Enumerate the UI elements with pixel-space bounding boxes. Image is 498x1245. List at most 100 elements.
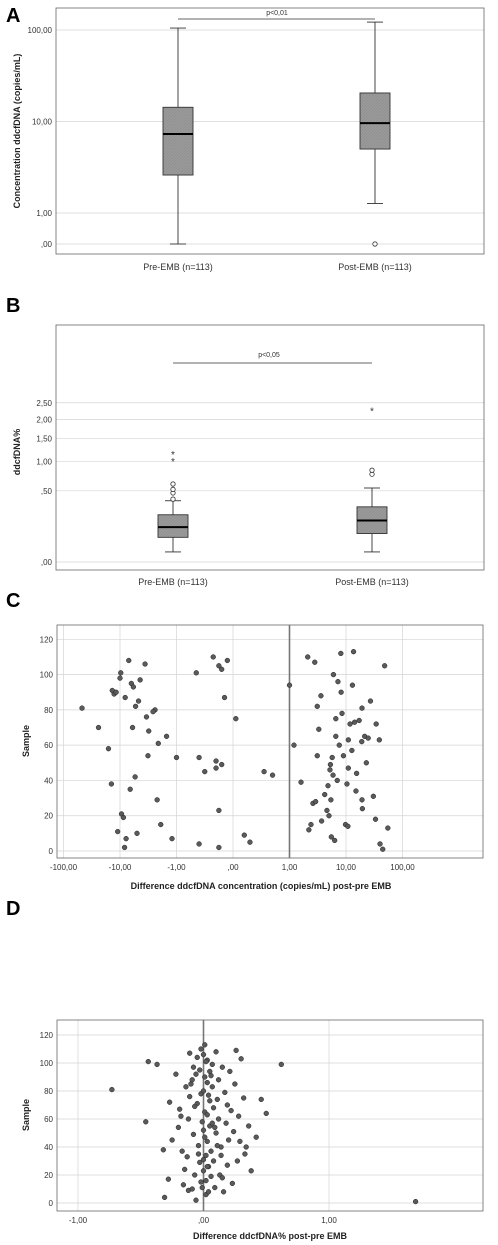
chart-d-point-2 <box>143 1119 149 1125</box>
chart-c-point-65 <box>314 703 320 710</box>
chart-d-point-14 <box>182 1166 188 1173</box>
chart-d-point-10 <box>175 1124 182 1131</box>
chart-c-point-105 <box>359 738 365 745</box>
chart-c-point-8 <box>123 836 129 842</box>
chart-c-point-10 <box>132 774 138 780</box>
chart-c-point-19 <box>118 670 124 676</box>
chart-d-point-100 <box>205 1092 212 1098</box>
chart-b-extreme-0-1: * <box>171 450 175 461</box>
chart-c-point-63 <box>306 827 312 833</box>
chart-d-point-109 <box>193 1071 199 1077</box>
chart-d-ytick-label-5: 100 <box>40 1059 54 1068</box>
chart-d-point-87 <box>253 1134 259 1140</box>
chart-d-point-9 <box>173 1071 179 1077</box>
chart-d-point-71 <box>223 1120 229 1126</box>
chart-c-point-89 <box>340 753 347 759</box>
chart-c-point-39 <box>193 670 199 676</box>
chart-d-ytick-label-4: 80 <box>44 1087 53 1096</box>
chart-b-ytick-label-4: ,50 <box>41 487 53 496</box>
chart-c-point-7 <box>121 844 128 851</box>
chart-b-significance: p<0,05 <box>258 352 280 359</box>
chart-c-point-119 <box>385 825 391 831</box>
chart-d-point-82 <box>241 1095 247 1101</box>
chart-c-ytick-label-1: 20 <box>44 812 53 821</box>
chart-c-point-50 <box>213 765 219 771</box>
chart-d-point-57 <box>209 1084 215 1090</box>
chart-c-ytick-label-5: 100 <box>40 671 54 680</box>
chart-d-point-65 <box>215 1116 222 1122</box>
chart-d-point-79 <box>234 1158 241 1164</box>
chart-c-point-17 <box>216 844 222 851</box>
chart-d-xtick-label-1: ,00 <box>198 1216 210 1225</box>
chart-b-category-label-1: Post-EMB (n=113) <box>335 577 409 587</box>
chart-c-point-30 <box>150 708 156 715</box>
chart-c-point-41 <box>216 663 222 669</box>
chart-c-point-99 <box>349 682 356 688</box>
chart-c-point-68 <box>312 798 319 805</box>
chart-c-point-62 <box>308 821 314 828</box>
chart-b-plot-frame <box>55 324 485 571</box>
chart-c-point-28 <box>143 714 150 720</box>
chart-c-point-114 <box>372 816 379 822</box>
chart-d-point-106 <box>233 1047 239 1054</box>
chart-c-xtick-label-6: 100,00 <box>390 863 415 872</box>
chart-c-point-54 <box>261 768 267 775</box>
chart-c-ytick-label-6: 120 <box>40 635 54 644</box>
chart-d-point-64 <box>215 1077 222 1083</box>
chart-c-xtick-label-4: 1,00 <box>282 863 298 872</box>
chart-d-point-78 <box>232 1081 238 1087</box>
chart-d-point-32 <box>199 1119 205 1125</box>
chart-d-point-107 <box>237 1138 243 1145</box>
chart-c-point-48 <box>213 758 219 764</box>
chart-c-point-24 <box>132 703 139 710</box>
chart-d-xtick-label-0: -1,00 <box>69 1216 88 1225</box>
chart-c-point-3 <box>108 781 115 787</box>
chart-d-point-72 <box>224 1162 230 1168</box>
chart-d-point-11 <box>177 1106 183 1112</box>
chart-c-point-82 <box>333 733 339 739</box>
chart-d-point-30 <box>198 1046 204 1052</box>
chart-c-point-103 <box>356 717 362 724</box>
chart-d-point-6 <box>161 1194 168 1201</box>
chart-d-point-89 <box>263 1110 269 1117</box>
chart-d-point-86 <box>248 1168 254 1174</box>
chart-c-point-66 <box>316 726 322 732</box>
chart-b-box-0 <box>157 514 189 538</box>
chart-d-point-61 <box>213 1049 219 1055</box>
chart-d-point-75 <box>228 1107 234 1114</box>
chart-d-point-8 <box>169 1137 175 1143</box>
chart-c-point-52 <box>241 832 247 838</box>
chart-d-point-92 <box>178 1113 184 1119</box>
panel-letter-c: C <box>6 590 20 612</box>
chart-d-point-0 <box>109 1086 115 1093</box>
chart-c-point-109 <box>363 760 369 766</box>
chart-b-outlier-1-1 <box>369 467 375 473</box>
chart-c-point-58 <box>298 779 304 785</box>
chart-c-point-57 <box>291 742 297 748</box>
chart-a-plot-frame <box>55 7 485 255</box>
chart-c-point-53 <box>247 839 253 845</box>
chart-d-point-93 <box>183 1084 189 1090</box>
chart-d-point-108 <box>209 1120 215 1126</box>
chart-d-point-21 <box>190 1064 197 1070</box>
panel-a: A 100,00 10,00 1,00 ,00 Pre-EMB (n=113) Post-… <box>6 5 485 272</box>
chart-c-ytick-label-0: 0 <box>49 847 54 856</box>
chart-c-point-77 <box>330 772 336 778</box>
chart-d-point-102 <box>212 1124 218 1131</box>
chart-c-xtick-label-3: ,00 <box>227 863 239 872</box>
chart-c-point-81 <box>333 716 339 722</box>
chart-c-point-9 <box>127 786 133 792</box>
chart-c-marks <box>79 625 391 858</box>
chart-c-point-104 <box>359 705 365 711</box>
chart-d-point-27 <box>195 1142 202 1149</box>
chart-a-significance: p<0,01 <box>266 10 288 17</box>
chart-a-ytick-label-2: 1,00 <box>36 209 52 218</box>
chart-d-point-46 <box>204 1079 210 1086</box>
chart-d-point-111 <box>189 1186 195 1192</box>
panel-letter-a: A <box>6 5 20 27</box>
chart-c-point-18 <box>117 675 123 681</box>
chart-d-xtick-label-2: 1,00 <box>321 1216 337 1225</box>
chart-d-point-23 <box>192 1172 198 1178</box>
chart-c-point-111 <box>367 698 374 704</box>
chart-c-point-76 <box>328 834 334 840</box>
